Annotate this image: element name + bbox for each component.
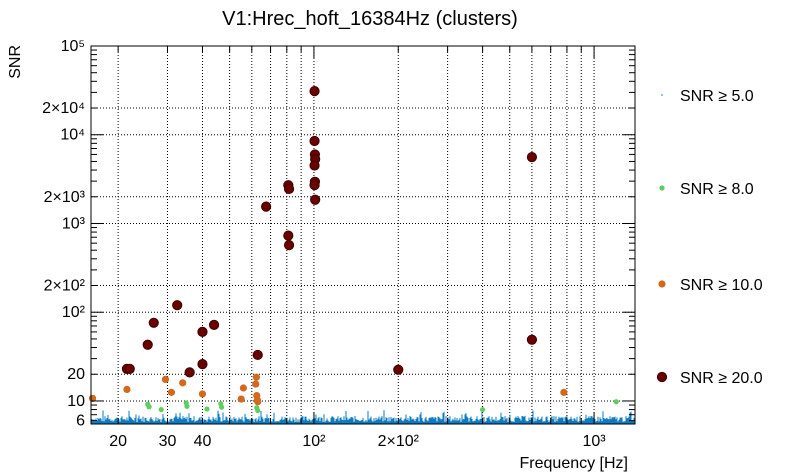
data-point xyxy=(167,388,176,396)
chart-title: V1:Hrec_hoft_16384Hz (clusters) xyxy=(222,8,518,30)
legend-label: SNR ≥ 8.0 xyxy=(680,181,754,198)
data-point xyxy=(261,201,272,212)
data-point xyxy=(179,379,187,387)
x-tick-label: 30 xyxy=(159,433,177,450)
y-axis-title: SNR xyxy=(7,45,24,79)
data-point xyxy=(197,326,208,338)
data-point xyxy=(283,240,295,251)
y-tick-label: 2×10³ xyxy=(44,189,86,206)
y-tick-label: 10 xyxy=(67,393,85,410)
x-tick-labels: 20 30 40 10² 2×10² 10³ xyxy=(109,433,606,450)
data-point xyxy=(252,349,263,361)
data-point xyxy=(218,404,225,410)
data-point xyxy=(393,364,404,375)
legend-marker xyxy=(656,371,668,383)
x-tick-label: 40 xyxy=(194,433,212,450)
y-tick-label: 10² xyxy=(62,304,86,321)
legend-label: SNR ≥ 20.0 xyxy=(680,370,763,387)
axis-ticks xyxy=(91,46,635,424)
data-point xyxy=(283,230,294,241)
data-point xyxy=(204,406,210,412)
data-point xyxy=(237,395,245,403)
data-point xyxy=(252,380,260,388)
legend-marker xyxy=(658,280,666,288)
data-point xyxy=(146,404,152,410)
data-point xyxy=(148,317,159,328)
x-tick-label: 10³ xyxy=(583,433,607,450)
data-point xyxy=(161,375,170,383)
legend-label: SNR ≥ 5.0 xyxy=(680,88,754,105)
data-point xyxy=(309,160,320,171)
data-point xyxy=(239,384,248,392)
data-point xyxy=(124,363,135,374)
plot-frame xyxy=(90,45,636,425)
data-point xyxy=(172,300,183,311)
x-tick-label: 2×10² xyxy=(378,433,420,450)
data-point xyxy=(309,135,320,147)
data-point xyxy=(123,385,131,393)
legend-label: SNR ≥ 10.0 xyxy=(680,277,763,294)
legend: SNR ≥ 5.0 SNR ≥ 8.0 SNR ≥ 10.0 SNR ≥ 20.0 xyxy=(656,88,763,387)
grid xyxy=(91,46,635,424)
data-points xyxy=(88,86,619,414)
legend-marker xyxy=(659,185,665,191)
data-point xyxy=(197,359,208,370)
x-tick-label: 20 xyxy=(109,433,127,450)
data-point xyxy=(184,367,195,378)
data-point xyxy=(252,373,260,381)
data-point xyxy=(309,180,320,191)
x-tick-label: 10² xyxy=(302,433,326,450)
data-point xyxy=(526,334,538,345)
data-point xyxy=(198,390,207,398)
x-axis-title: Frequency [Hz] xyxy=(520,455,628,472)
snr-5-noise-floor xyxy=(91,410,635,424)
y-tick-label: 10⁵ xyxy=(61,38,85,55)
data-point xyxy=(526,151,538,163)
data-point xyxy=(255,407,261,414)
y-tick-label: 2×10² xyxy=(44,278,86,295)
data-point xyxy=(158,406,164,413)
data-point xyxy=(283,183,295,195)
data-point xyxy=(479,406,486,413)
data-point xyxy=(309,86,320,97)
y-tick-label: 10⁴ xyxy=(60,127,85,144)
y-tick-label: 10³ xyxy=(62,215,86,232)
data-point xyxy=(184,403,190,409)
data-point xyxy=(560,388,568,396)
data-point xyxy=(310,194,321,205)
y-tick-label: 20 xyxy=(67,366,85,383)
y-tick-label: 2×10⁴ xyxy=(42,100,85,117)
data-point xyxy=(208,319,220,330)
data-point xyxy=(142,339,153,350)
data-point xyxy=(254,398,262,406)
legend-marker xyxy=(661,94,663,96)
y-tick-label: 6 xyxy=(76,413,85,430)
data-point xyxy=(613,399,619,405)
y-tick-labels: 6 10 20 10² 2×10² 10³ 2×10³ 10⁴ 2×10⁴ 10⁵ xyxy=(42,38,86,430)
